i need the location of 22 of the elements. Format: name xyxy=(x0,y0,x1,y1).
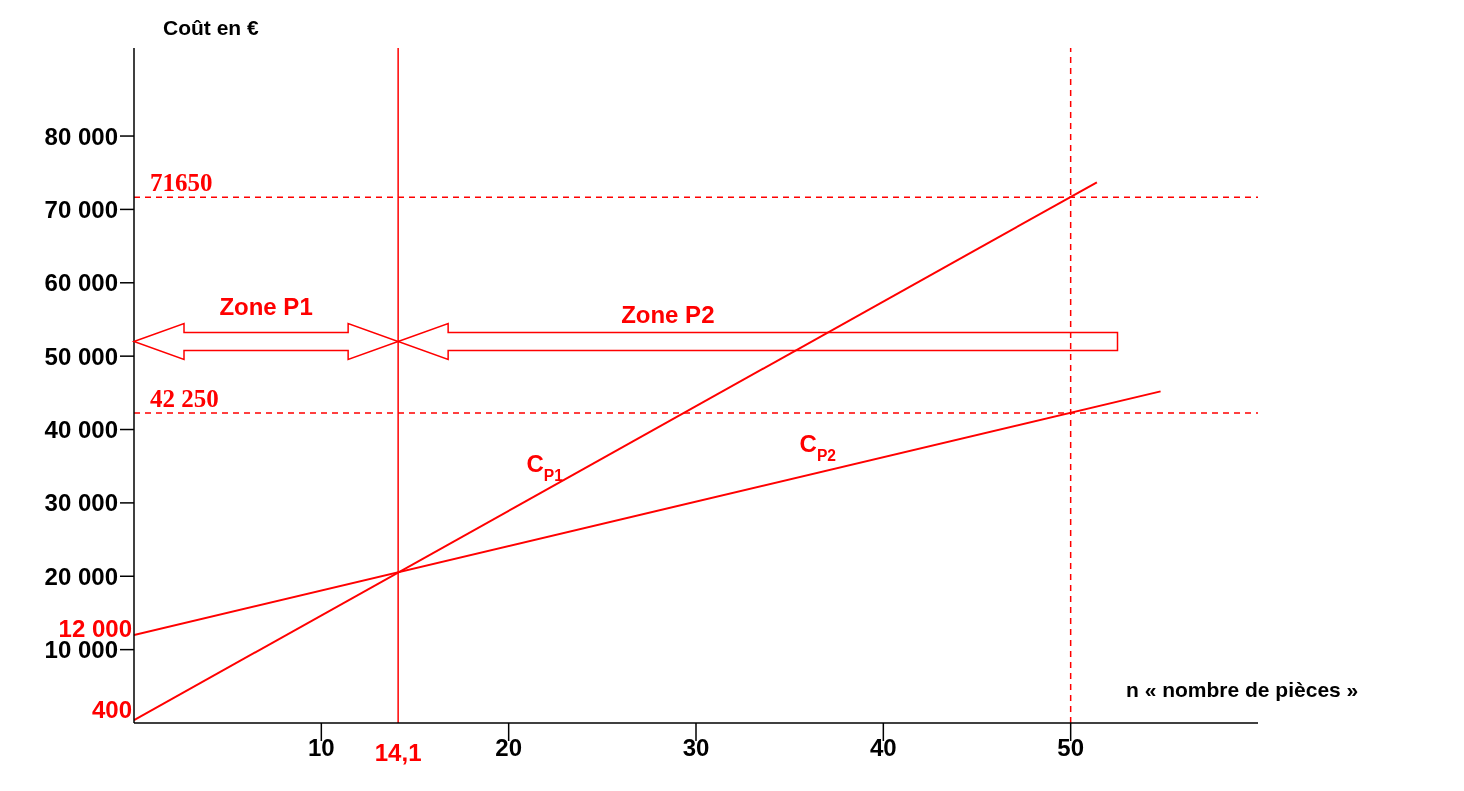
annotation: Zone P1 xyxy=(219,293,313,321)
y-tick-label: 70 000 xyxy=(44,195,118,223)
x-tick-label: 50 xyxy=(1057,734,1085,762)
x-tick-label: 20 xyxy=(495,734,523,762)
ref-line-label: 71650 xyxy=(150,169,213,197)
ref-line-label: 42 250 xyxy=(150,385,219,413)
series-label: C$_{P1}$ xyxy=(526,450,564,484)
x-axis-title: n « nombre de pièces » xyxy=(1126,678,1359,702)
annotation: Zone P2 xyxy=(621,301,715,329)
x-tick-label: 30 xyxy=(682,734,710,762)
y-tick-label: 20 000 xyxy=(44,562,118,590)
y-axis-title: Coût en € xyxy=(163,16,259,40)
annotation: 400 xyxy=(91,696,132,724)
y-tick-label: 60 000 xyxy=(44,269,118,297)
y-tick-label: 50 000 xyxy=(44,342,118,370)
series-label: C$_{P2}$ xyxy=(799,430,837,464)
y-tick-label: 30 000 xyxy=(44,489,118,517)
x-tick-label: 10 xyxy=(307,734,335,762)
y-tick-label: 80 000 xyxy=(44,122,118,150)
x-tick-label: 40 xyxy=(869,734,897,762)
y-tick-label: 40 000 xyxy=(44,416,118,444)
ref-line-label: 14,1 xyxy=(374,739,422,766)
